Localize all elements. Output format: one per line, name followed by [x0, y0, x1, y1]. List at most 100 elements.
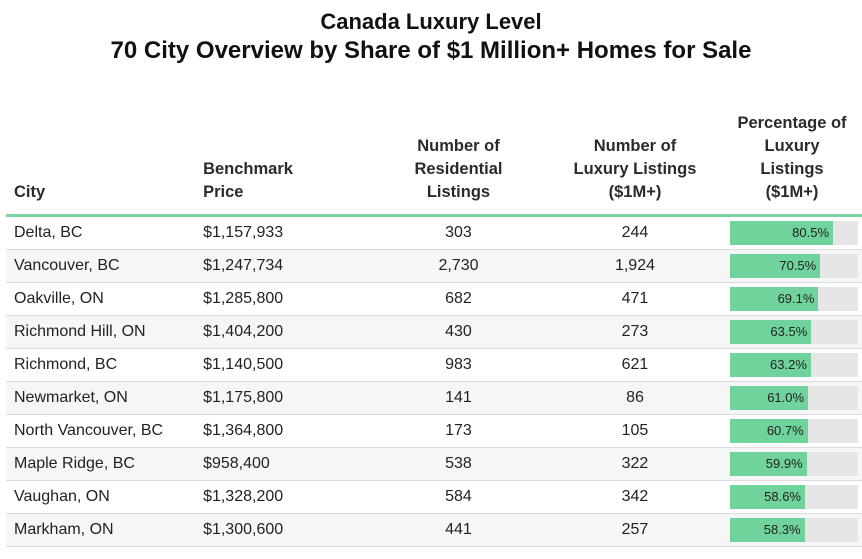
luxury-listings-cell: 105: [547, 414, 722, 448]
percentage-label: 80.5%: [792, 225, 830, 240]
luxury-listings-cell: 244: [547, 215, 722, 250]
percentage-label: 58.6%: [764, 489, 801, 504]
percentage-cell: 61.0%: [722, 381, 862, 415]
city-cell: Vancouver, BC: [6, 249, 196, 283]
residential-listings-cell: 173: [369, 414, 548, 448]
benchmark-price-cell: $1,247,734: [195, 249, 370, 283]
luxury-listings-cell: 621: [547, 348, 722, 382]
bar-track: 80.5%: [730, 221, 858, 245]
percentage-cell: 58.6%: [722, 480, 862, 514]
percentage-label: 70.5%: [779, 258, 817, 273]
bar-track: 63.5%: [730, 320, 858, 344]
table-row: Newmarket, ON $1,175,800 141 86 61.0%: [6, 381, 862, 415]
benchmark-price-cell: $1,285,800: [195, 282, 370, 316]
percentage-cell: 63.5%: [722, 315, 862, 349]
luxury-listings-cell: 342: [547, 480, 722, 514]
residential-listings-cell: 584: [369, 480, 548, 514]
percentage-bar: [730, 518, 805, 542]
percentage-bar: [730, 254, 821, 278]
benchmark-price-cell: $958,400: [195, 447, 370, 481]
residential-listings-cell: 430: [369, 315, 548, 349]
benchmark-price-cell: $1,157,933: [195, 215, 370, 250]
luxury-listings-cell: 86: [547, 381, 722, 415]
bar-track: 60.7%: [730, 419, 858, 443]
percentage-label: 63.5%: [770, 324, 808, 339]
luxury-listings-cell: 471: [547, 282, 722, 316]
header-city-line: City: [14, 183, 46, 201]
bar-track: 61.0%: [730, 386, 858, 410]
luxury-listings-cell: 273: [547, 315, 722, 349]
percentage-bar: [730, 221, 834, 245]
city-cell: Delta, BC: [6, 215, 196, 250]
header-pct-line: Percentage of: [737, 114, 847, 132]
percentage-cell: 60.7%: [722, 414, 862, 448]
percentage-bar: [730, 320, 812, 344]
city-cell: Markham, ON: [6, 513, 196, 547]
residential-listings-cell: 2,730: [369, 249, 548, 283]
header-residential-listings: Number of Residential Listings: [369, 112, 548, 217]
city-cell: Oakville, ON: [6, 282, 196, 316]
benchmark-price-cell: $1,404,200: [195, 315, 370, 349]
bar-track: 58.6%: [730, 485, 858, 509]
luxury-table: City Benchmark Price Number of Residenti…: [6, 112, 862, 547]
benchmark-price-cell: $1,175,800: [195, 381, 370, 415]
header-benchmark-price: Benchmark Price: [195, 112, 370, 217]
percentage-cell: 59.9%: [722, 447, 862, 481]
residential-listings-cell: 538: [369, 447, 548, 481]
header-city: City: [6, 112, 196, 217]
city-cell: Newmarket, ON: [6, 381, 196, 415]
bar-track: 63.2%: [730, 353, 858, 377]
title-line-2: 70 City Overview by Share of $1 Million+…: [110, 37, 752, 64]
residential-listings-cell: 441: [369, 513, 548, 547]
percentage-cell: 70.5%: [722, 249, 862, 283]
percentage-label: 58.3%: [763, 522, 801, 537]
luxury-listings-cell: 1,924: [547, 249, 722, 283]
luxury-listings-cell: 322: [547, 447, 722, 481]
benchmark-price-cell: $1,328,200: [195, 480, 370, 514]
header-pct-line: Luxury: [764, 137, 820, 155]
header-price-line: Price: [203, 183, 244, 201]
percentage-cell: 63.2%: [722, 348, 862, 382]
percentage-bar: [730, 452, 807, 476]
table-body: Delta, BC $1,157,933 303 244 80.5% Vancouver,…: [6, 215, 862, 547]
percentage-cell: 80.5%: [722, 215, 862, 250]
table-row: Markham, ON $1,300,600 441 257 58.3%: [6, 513, 862, 547]
city-cell: North Vancouver, BC: [6, 414, 196, 448]
percentage-cell: 69.1%: [722, 282, 862, 316]
table-row: Delta, BC $1,157,933 303 244 80.5%: [6, 215, 862, 250]
chart-title: Canada Luxury Level 70 City Overview by …: [0, 8, 862, 66]
percentage-bar: [730, 485, 805, 509]
percentage-bar: [730, 353, 811, 377]
table-row: Vaughan, ON $1,328,200 584 342 58.6%: [6, 480, 862, 514]
table-row: Richmond, BC $1,140,500 983 621 63.2%: [6, 348, 862, 382]
header-price-line: Benchmark: [203, 160, 293, 178]
table-row: Maple Ridge, BC $958,400 538 322 59.9%: [6, 447, 862, 481]
percentage-bar: [730, 386, 809, 410]
title-line-1: Canada Luxury Level: [320, 9, 542, 34]
header-res-line: Listings: [426, 183, 491, 201]
residential-listings-cell: 682: [369, 282, 548, 316]
benchmark-price-cell: $1,140,500: [195, 348, 370, 382]
city-cell: Richmond Hill, ON: [6, 315, 196, 349]
percentage-label: 61.0%: [767, 390, 805, 405]
percentage-label: 69.1%: [777, 291, 815, 306]
header-lux-line: ($1M+): [608, 183, 662, 201]
header-res-line: Number of: [417, 137, 500, 155]
city-cell: Maple Ridge, BC: [6, 447, 196, 481]
percentage-bar: [730, 419, 808, 443]
percentage-label: 63.2%: [770, 357, 807, 372]
header-lux-line: Number of: [593, 137, 677, 155]
header-pct-line: ($1M+): [765, 183, 819, 201]
percentage-label: 60.7%: [766, 423, 804, 438]
header-pct-line: Listings: [760, 160, 824, 178]
table-row: Richmond Hill, ON $1,404,200 430 273 63.5%: [6, 315, 862, 349]
header-percentage-luxury: Percentage of Luxury Listings ($1M+): [722, 112, 862, 217]
city-cell: Vaughan, ON: [6, 480, 196, 514]
percentage-bar: [730, 287, 819, 311]
percentage-cell: 58.3%: [722, 513, 862, 547]
bar-track: 70.5%: [730, 254, 858, 278]
bar-track: 69.1%: [730, 287, 858, 311]
header-res-line: Residential: [414, 160, 503, 178]
residential-listings-cell: 983: [369, 348, 548, 382]
benchmark-price-cell: $1,300,600: [195, 513, 370, 547]
